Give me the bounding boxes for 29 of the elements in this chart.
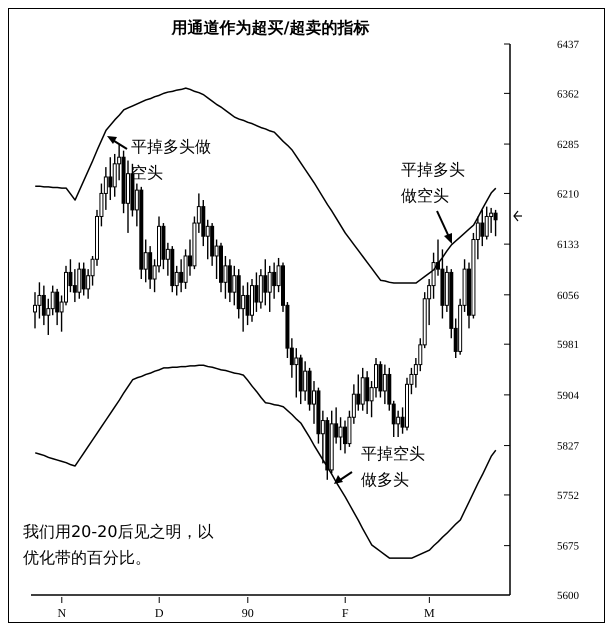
y-tick-label: 5752	[557, 490, 579, 502]
y-tick-label: 5675	[557, 540, 580, 553]
x-tick-label: M	[424, 606, 436, 620]
y-tick-label: 6210	[557, 188, 580, 200]
candlestick	[294, 347, 298, 398]
annotation: 平掉多头做空头	[401, 159, 466, 207]
candlestick	[82, 262, 86, 296]
x-tick-label: 90	[242, 606, 254, 620]
candlestick	[232, 265, 236, 306]
candlestick	[112, 153, 117, 198]
x-tick-label: N	[57, 606, 66, 620]
annotation: 我们用20-20后见之明，以优化带的百分比。	[23, 521, 214, 569]
candlestick	[480, 209, 484, 247]
y-tick-label: 5827	[557, 440, 580, 453]
annotation: 平掉空头做多头	[361, 443, 426, 491]
y-tick-label: 5981	[557, 339, 579, 352]
y-tick-label: 5600	[557, 590, 580, 602]
candlestick	[108, 156, 112, 201]
x-tick-label: F	[342, 606, 349, 620]
y-tick-label: 6362	[557, 88, 579, 100]
y-tick-label: 6437	[557, 39, 580, 51]
candlestick	[263, 258, 268, 306]
y-tick-label: 6133	[557, 239, 580, 252]
candlestick	[77, 262, 82, 300]
chart-title: 用通道作为超买/超卖的指标	[170, 18, 370, 37]
y-tick-label: 5904	[557, 390, 580, 402]
y-tick-label: 6056	[557, 290, 580, 302]
x-tick-label: D	[154, 606, 164, 620]
y-tick-label: 6285	[557, 139, 580, 152]
